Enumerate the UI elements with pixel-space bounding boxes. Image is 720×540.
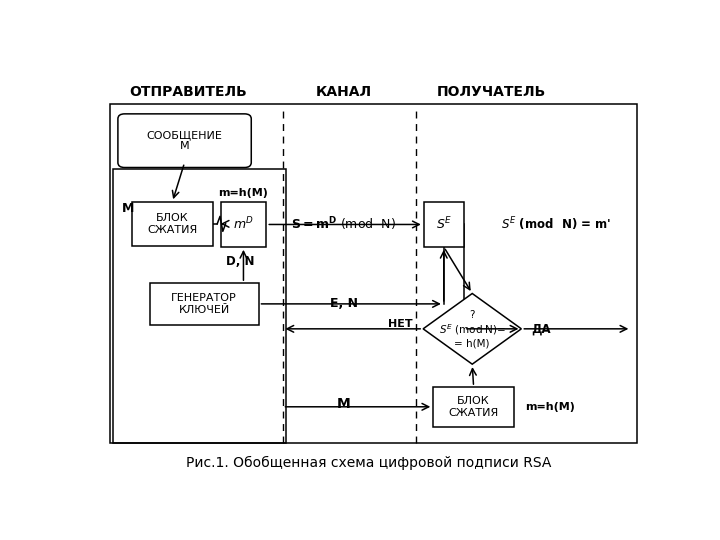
Text: $m^D$: $m^D$ [233, 216, 254, 233]
Text: D, N: D, N [226, 255, 255, 268]
Text: БЛОК
СЖАТИЯ: БЛОК СЖАТИЯ [449, 396, 499, 417]
Text: ПОЛУЧАТЕЛЬ: ПОЛУЧАТЕЛЬ [437, 85, 546, 99]
Bar [132, 202, 213, 246]
Text: ДА: ДА [531, 322, 551, 335]
Text: $\mathbf{S = m^D}$ (mod  N): $\mathbf{S = m^D}$ (mod N) [292, 215, 396, 233]
Text: E, N: E, N [330, 298, 358, 310]
Text: M: M [122, 202, 134, 215]
Text: ОТПРАВИТЕЛЬ: ОТПРАВИТЕЛЬ [129, 85, 246, 99]
Text: m=h(M): m=h(M) [218, 188, 269, 198]
Bar [220, 202, 266, 247]
Text: $S^E$ (mod  N) = m': $S^E$ (mod N) = m' [501, 215, 611, 233]
Bar [423, 202, 464, 247]
Polygon shape [423, 294, 521, 364]
Text: $S^E$: $S^E$ [436, 216, 452, 233]
Text: Рис.1. Обобщенная схема цифровой подписи RSA: Рис.1. Обобщенная схема цифровой подписи… [186, 456, 552, 470]
Text: m=h(M): m=h(M) [526, 402, 575, 412]
Text: M: M [337, 397, 351, 411]
Text: ?
$S^E$ (mod N)=
= h(M): ? $S^E$ (mod N)= = h(M) [438, 309, 506, 348]
Bar [150, 283, 258, 325]
Bar [109, 104, 636, 443]
Text: КАНАЛ: КАНАЛ [316, 85, 372, 99]
Text: НЕТ: НЕТ [389, 319, 413, 329]
Text: ГЕНЕРАТОР
КЛЮЧЕЙ: ГЕНЕРАТОР КЛЮЧЕЙ [171, 293, 237, 315]
FancyBboxPatch shape [118, 114, 251, 167]
Text: СООБЩЕНИЕ
M: СООБЩЕНИЕ M [147, 130, 222, 152]
Bar [114, 168, 287, 443]
Text: БЛОК
СЖАТИЯ: БЛОК СЖАТИЯ [147, 213, 197, 235]
Bar [433, 387, 514, 427]
